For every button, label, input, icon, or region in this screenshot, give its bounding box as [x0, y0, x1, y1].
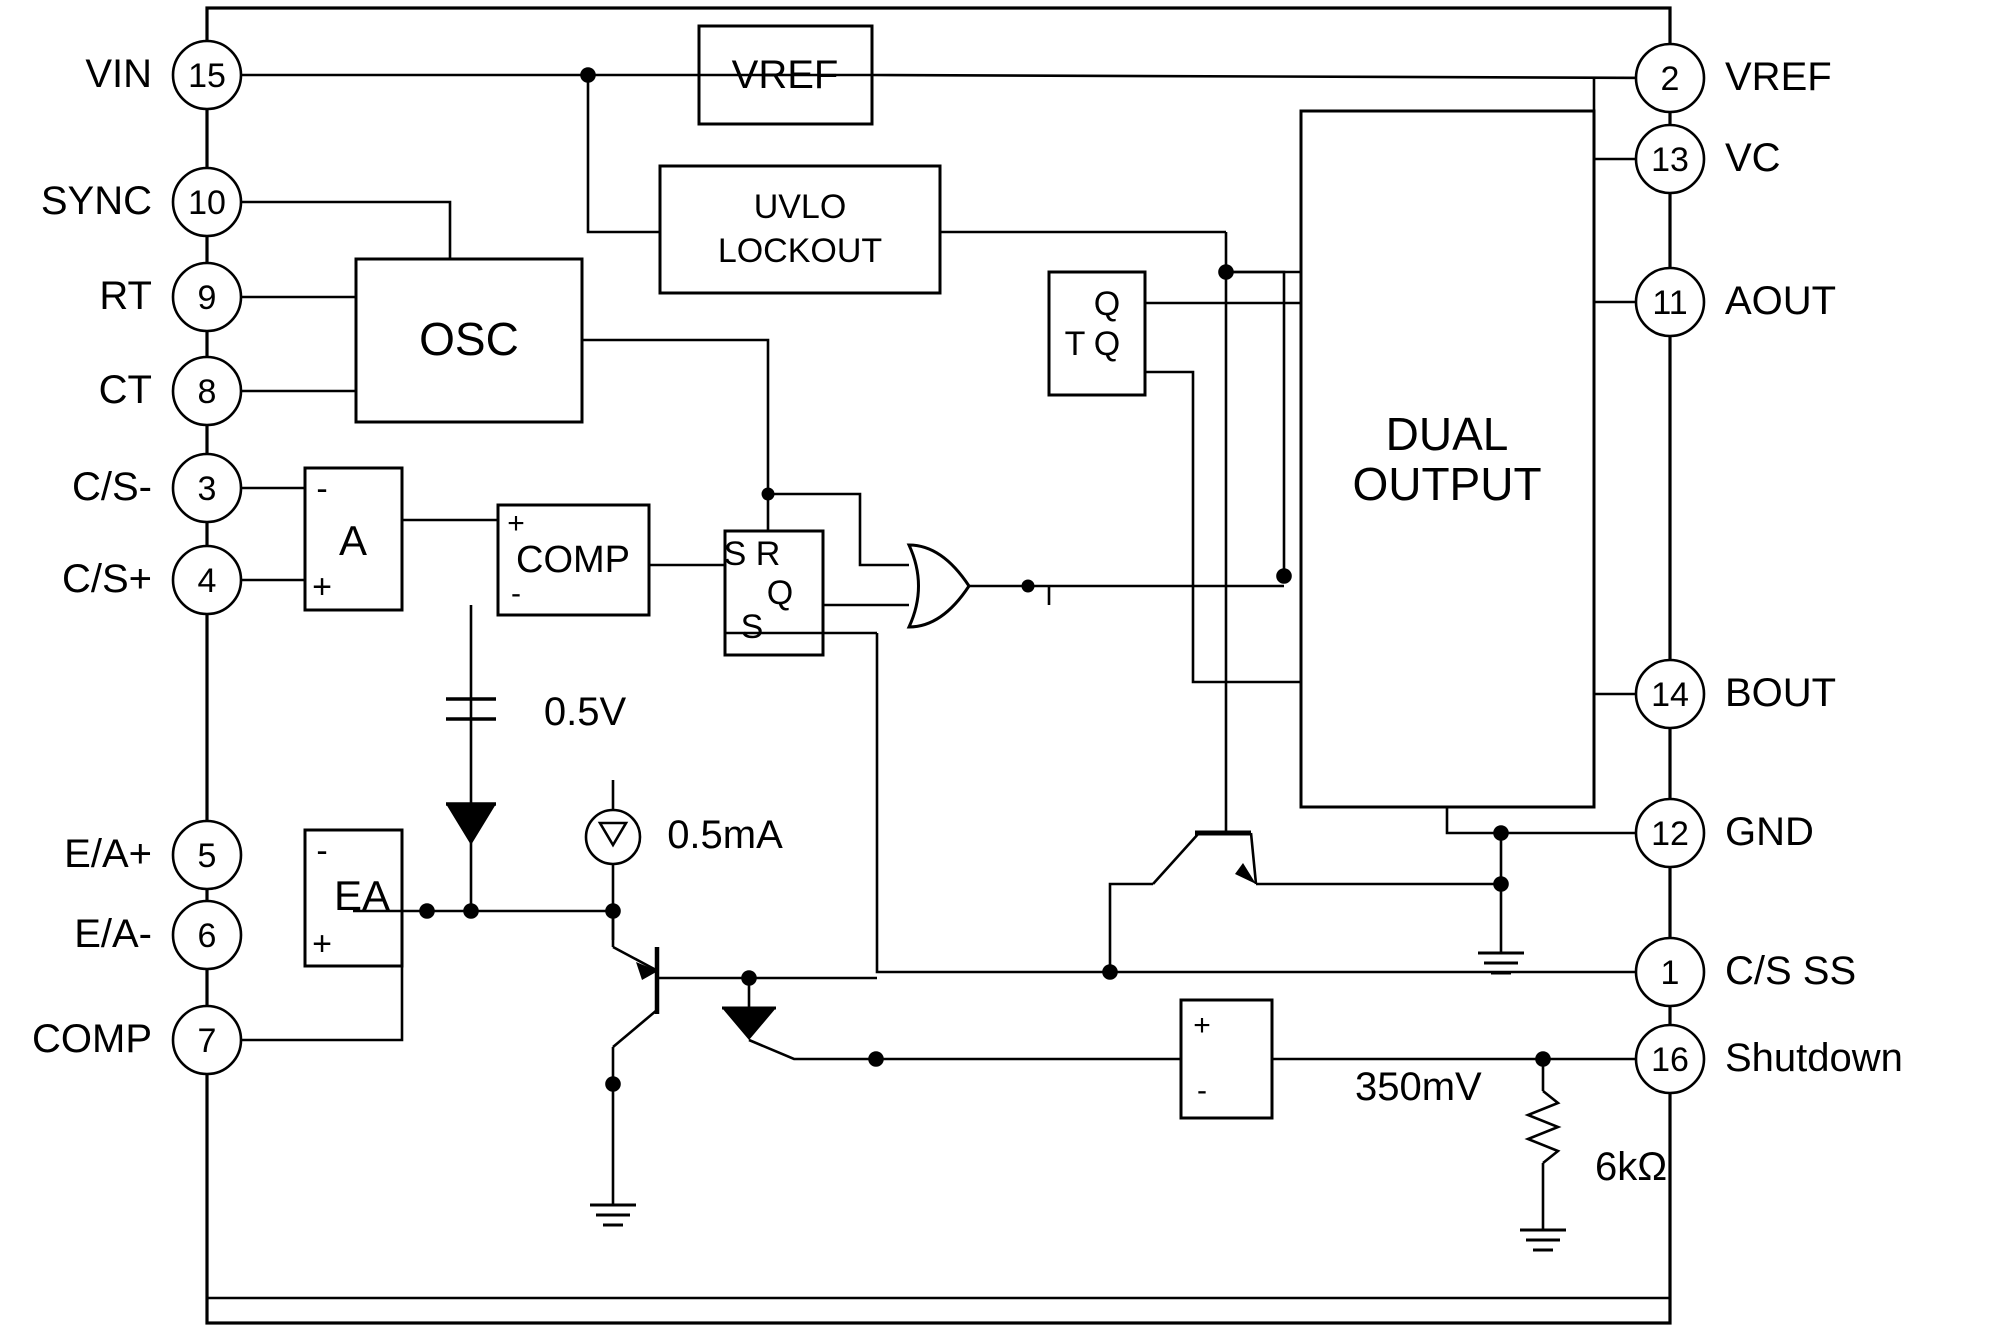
svg-text:9: 9 — [198, 279, 217, 317]
svg-text:OUTPUT: OUTPUT — [1352, 458, 1541, 510]
svg-text:Shutdown: Shutdown — [1725, 1036, 1903, 1080]
svg-text:VIN: VIN — [85, 52, 152, 96]
svg-text:0.5V: 0.5V — [544, 690, 627, 734]
svg-text:11: 11 — [1652, 284, 1687, 322]
svg-text:Q: Q — [1094, 285, 1120, 323]
svg-text:5: 5 — [198, 837, 217, 875]
svg-text:0.5mA: 0.5mA — [667, 813, 783, 857]
svg-text:T: T — [1065, 325, 1086, 363]
svg-text:Q: Q — [767, 574, 793, 612]
svg-text:2: 2 — [1661, 60, 1680, 98]
svg-text:1: 1 — [1661, 954, 1680, 992]
svg-text:12: 12 — [1651, 815, 1689, 853]
svg-text:-: - — [511, 577, 521, 610]
svg-text:E/A-: E/A- — [74, 912, 152, 956]
svg-text:GND: GND — [1725, 810, 1814, 854]
svg-text:LOCKOUT: LOCKOUT — [718, 232, 882, 270]
svg-text:CT: CT — [99, 368, 152, 412]
svg-text:RT: RT — [99, 274, 152, 318]
svg-text:C/S SS: C/S SS — [1725, 949, 1856, 993]
svg-text:8: 8 — [198, 373, 217, 411]
svg-text:3: 3 — [198, 470, 217, 508]
svg-text:-: - — [316, 470, 327, 508]
svg-text:-: - — [316, 832, 327, 870]
svg-text:-: - — [1197, 1074, 1207, 1107]
svg-text:350mV: 350mV — [1355, 1065, 1482, 1109]
svg-text:COMP: COMP — [516, 539, 630, 581]
svg-text:16: 16 — [1651, 1041, 1689, 1079]
svg-text:6kΩ: 6kΩ — [1595, 1145, 1667, 1189]
svg-text:6: 6 — [198, 917, 217, 955]
svg-text:S: S — [741, 608, 764, 646]
svg-text:VREF: VREF — [1725, 55, 1832, 99]
svg-text:C/S+: C/S+ — [62, 557, 152, 601]
svg-text:+: + — [312, 925, 332, 963]
svg-text:VC: VC — [1725, 136, 1781, 180]
svg-text:A: A — [339, 517, 367, 564]
svg-text:7: 7 — [198, 1022, 217, 1060]
svg-text:S R: S R — [724, 535, 781, 573]
svg-text:13: 13 — [1651, 141, 1689, 179]
svg-text:COMP: COMP — [32, 1017, 152, 1061]
svg-text:OSC: OSC — [419, 313, 519, 365]
svg-text:Q: Q — [1094, 325, 1120, 363]
svg-text:DUAL: DUAL — [1386, 408, 1509, 460]
svg-text:UVLO: UVLO — [754, 188, 847, 226]
svg-text:E/A+: E/A+ — [64, 832, 152, 876]
svg-text:AOUT: AOUT — [1725, 279, 1836, 323]
svg-text:+: + — [1193, 1009, 1211, 1042]
svg-text:10: 10 — [188, 184, 226, 222]
svg-text:4: 4 — [198, 562, 217, 600]
svg-text:+: + — [312, 568, 332, 606]
svg-text:C/S-: C/S- — [72, 465, 152, 509]
svg-text:14: 14 — [1651, 676, 1689, 714]
svg-text:SYNC: SYNC — [41, 179, 152, 223]
svg-text:+: + — [507, 507, 525, 540]
svg-text:BOUT: BOUT — [1725, 671, 1836, 715]
svg-text:15: 15 — [188, 57, 226, 95]
